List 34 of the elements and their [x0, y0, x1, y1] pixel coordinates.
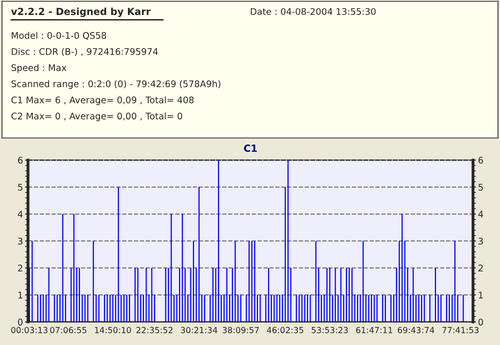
y-tick-label: 5 — [18, 184, 22, 191]
y2-tick-label: 4 — [478, 210, 484, 218]
x-tick-label: 77:41:53 — [442, 326, 479, 334]
text: Disc : CDR (B-) , 972416:795974 — [12, 48, 158, 56]
chart-title: C1 — [244, 144, 257, 152]
x-tick-label: 22:35:52 — [136, 326, 172, 334]
x-tick-label: 14:50:10 — [95, 326, 131, 334]
y2-tick-label: 3 — [478, 238, 483, 245]
y-tick-label: 6 — [18, 156, 23, 164]
y-tick-label: 2 — [18, 264, 22, 272]
text: Model : 0-0-1-0 QS58 — [12, 32, 106, 40]
y2-tick-label: 5 — [478, 184, 483, 191]
x-tick-label: 38:09:57 — [222, 326, 259, 334]
text: Date : 04-08-2004 13:55:30 — [250, 8, 376, 15]
text: Scanned range : 0:2:0 (0) - 79:42:69 (578A9h) — [12, 80, 220, 89]
text: Speed : Max — [12, 64, 66, 73]
text: C1 Max= 6 , Average= 0,09 , Total= 408 — [11, 96, 194, 106]
y2-tick-label: 0 — [478, 318, 484, 326]
x-tick-label: 07:06:55 — [50, 326, 86, 334]
x-tick-label: 53:53:23 — [312, 326, 348, 334]
x-tick-label: 69:43:74 — [398, 326, 434, 334]
y2-tick-label: 2 — [478, 264, 483, 272]
x-tick-label: 46:02:35 — [266, 326, 304, 334]
text: C2 Max= 0 , Average= 0,00 , Total= 0 — [11, 112, 182, 122]
x-tick-label: 61:47:11 — [356, 326, 392, 334]
y-tick-label: 0 — [18, 318, 23, 326]
x-tick-label: 30:21:34 — [180, 326, 218, 334]
y2-tick-label: 1 — [478, 292, 483, 298]
y-tick-label: 3 — [18, 238, 22, 245]
text: v2.2.2 - Designed by Karr — [11, 8, 151, 18]
x-tick-label: 00:03:13 — [11, 326, 48, 334]
y2-tick-label: 6 — [478, 156, 484, 164]
y-tick-label: 4 — [18, 210, 23, 218]
y-tick-label: 1 — [18, 292, 22, 298]
